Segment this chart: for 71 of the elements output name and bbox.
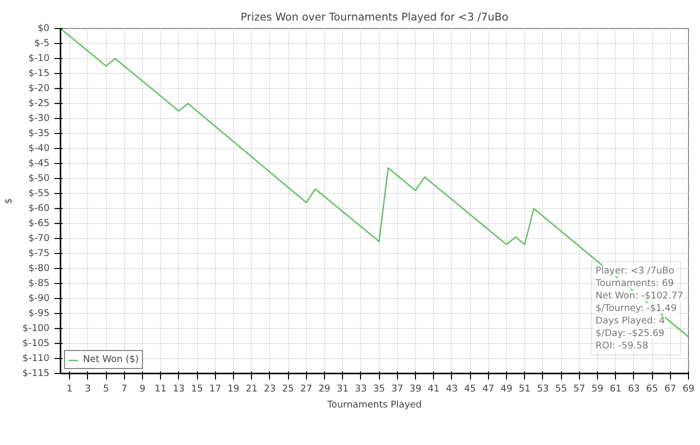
annotation: Net Won: -$102.77: [596, 290, 684, 302]
y-tick-label: $-20: [28, 83, 50, 94]
y-tick-label: $0: [38, 23, 50, 34]
annotation: Days Played: 4: [596, 316, 665, 326]
y-tick-label: $-70: [28, 233, 50, 244]
x-tick-label: 69: [682, 384, 694, 394]
annotation: $/Day: -$25.69: [596, 328, 664, 339]
y-axis-title: $: [3, 198, 14, 204]
x-tick-label: 23: [264, 384, 276, 394]
y-tick-label: $-25: [28, 98, 50, 109]
x-tick-label: 15: [191, 384, 204, 394]
y-tick-label: $-50: [28, 173, 50, 184]
x-tick-label: 17: [209, 384, 222, 394]
x-tick-label: 9: [139, 384, 146, 394]
y-tick-label: $-110: [22, 353, 50, 364]
x-tick-label: 29: [318, 384, 330, 394]
x-tick-label: 3: [84, 384, 91, 394]
x-tick-label: 65: [646, 384, 658, 394]
x-axis-title: Tournaments Played: [326, 400, 422, 410]
y-tick-label: $-10: [28, 53, 50, 64]
y-tick-label: $-45: [28, 158, 50, 169]
x-tick-label: 53: [536, 384, 549, 394]
annotation: Player: <3 /7uBo: [596, 266, 675, 276]
x-tick-label: 41: [428, 384, 440, 394]
y-tick-label: $-55: [28, 188, 50, 199]
x-tick-label: 33: [354, 384, 367, 394]
annotation: $/Tourney: -$1.49: [596, 303, 677, 314]
y-tick-label: $-30: [28, 113, 50, 124]
x-tick-label: 31: [336, 384, 349, 394]
x-tick-label: 1: [66, 384, 73, 394]
y-tick-label: $-115: [22, 368, 50, 379]
x-tick-label: 55: [555, 384, 568, 394]
x-tick-label: 19: [227, 384, 240, 394]
y-tick-label: $-95: [28, 308, 50, 319]
x-tick-label: 13: [172, 384, 185, 394]
x-tick-label: 59: [592, 384, 604, 394]
y-tick-label: $-65: [28, 218, 50, 229]
x-tick-label: 47: [482, 384, 494, 394]
y-tick-label: $-40: [28, 143, 50, 154]
x-tick-label: 37: [391, 384, 404, 394]
y-tick-label: $-60: [28, 203, 50, 214]
x-tick-label: 5: [103, 384, 110, 394]
y-tick-label: $-80: [28, 263, 50, 274]
x-tick-label: 45: [464, 384, 476, 394]
x-tick-label: 57: [573, 384, 586, 394]
x-tick-label: 63: [628, 384, 640, 394]
x-tick-label: 27: [300, 384, 312, 394]
x-tick-label: 51: [518, 384, 531, 394]
y-tick-label: $-15: [28, 68, 50, 79]
y-tick-label: $-85: [28, 278, 50, 289]
annotation: Tournaments: 69: [594, 278, 674, 289]
legend-label: Net Won ($): [83, 354, 139, 365]
x-tick-label: 21: [246, 384, 258, 394]
y-tick-label: $-105: [22, 338, 50, 349]
x-tick-label: 61: [610, 384, 622, 394]
y-tick-label: $-100: [22, 323, 50, 334]
x-tick-label: 39: [410, 384, 422, 394]
chart-title: Prizes Won over Tournaments Played for <3 /7uBo: [240, 10, 508, 24]
x-tick-label: 67: [664, 384, 676, 394]
x-tick-label: 7: [121, 384, 128, 394]
y-tick-label: $-90: [28, 293, 50, 304]
x-tick-label: 25: [282, 384, 294, 394]
x-tick-label: 49: [500, 384, 512, 394]
annotation: ROI: -59.58: [596, 340, 648, 352]
x-tick-label: 35: [373, 384, 386, 394]
line-series: [60, 28, 688, 338]
y-tick-label: $-5: [34, 38, 50, 49]
y-tick-label: $-35: [28, 128, 50, 139]
x-tick-label: 11: [154, 384, 167, 394]
x-tick-label: 43: [446, 384, 458, 394]
y-tick-label: $-75: [28, 248, 50, 259]
